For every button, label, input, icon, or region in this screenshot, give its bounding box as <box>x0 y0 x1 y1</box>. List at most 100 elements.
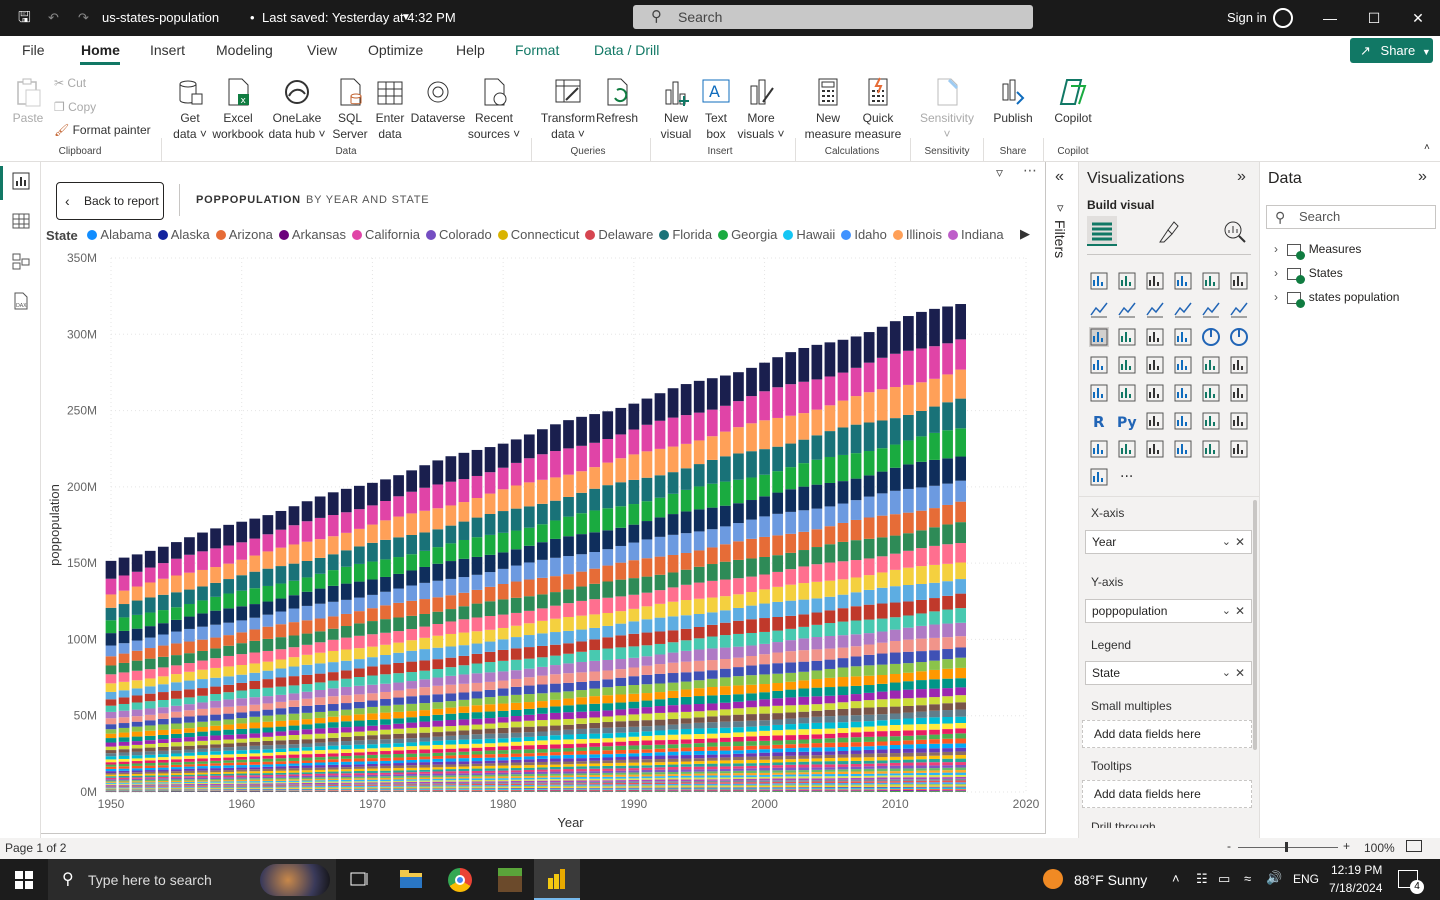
taskbar-search[interactable]: ⚲ Type here to search <box>48 859 336 900</box>
pie-chart-icon[interactable] <box>1201 327 1221 347</box>
y-axis-field-well[interactable]: poppopulation ⌄ ✕ <box>1085 599 1252 623</box>
wifi-icon[interactable]: ≈ <box>1244 871 1252 886</box>
collapse-ribbon-icon[interactable]: ˄ <box>1424 142 1430 153</box>
x-axis-field-well[interactable]: Year ⌄ ✕ <box>1085 530 1252 554</box>
legend-item[interactable]: Indiana <box>948 227 1004 242</box>
scrollbar[interactable] <box>1253 500 1257 750</box>
menu-insert[interactable]: Insert <box>150 42 186 58</box>
legend-item[interactable]: Alaska <box>157 227 210 242</box>
more-visuals-icon[interactable]: ··· <box>1117 467 1137 487</box>
excel-workbook-button[interactable]: x Excel workbook <box>212 76 264 142</box>
gauge-icon[interactable] <box>1229 355 1249 375</box>
legend-item[interactable]: Illinois <box>892 227 942 242</box>
legend-field-well[interactable]: State ⌄ ✕ <box>1085 661 1252 685</box>
get-more-visuals-icon[interactable] <box>1229 439 1249 459</box>
100-stacked-column-chart-icon[interactable] <box>1229 271 1249 291</box>
get-data-button[interactable]: Get data ˅ <box>170 76 210 142</box>
new-card-icon[interactable] <box>1201 439 1221 459</box>
onelake-data-hub-button[interactable]: OneLake data hub ˅ <box>266 76 328 142</box>
cut-button[interactable]: ✂ Cut <box>54 76 87 90</box>
line-chart-icon[interactable] <box>1089 299 1109 319</box>
collapse-pane-icon[interactable]: » <box>1418 168 1427 185</box>
paginated-report-icon[interactable] <box>1117 439 1137 459</box>
weather-text[interactable]: 88°F Sunny <box>1074 872 1148 888</box>
back-to-report-button[interactable]: ‹ Back to report <box>56 182 164 220</box>
account-icon[interactable] <box>1273 8 1293 28</box>
r-visual-icon[interactable]: R <box>1089 411 1109 431</box>
kpi-icon[interactable] <box>1145 383 1165 403</box>
treemap-icon[interactable] <box>1089 355 1109 375</box>
zoom-slider-thumb[interactable] <box>1285 842 1288 852</box>
refresh-button[interactable]: Refresh <box>596 76 638 126</box>
legend-next-arrow-icon[interactable]: ▶ <box>1020 226 1030 241</box>
key-influencers-icon[interactable] <box>1145 411 1165 431</box>
menu-format[interactable]: Format <box>515 42 560 58</box>
copy-button[interactable]: ❐ Copy <box>54 100 97 114</box>
undo-icon[interactable]: ↶ <box>48 10 59 25</box>
redo-icon[interactable]: ↷ <box>78 10 89 25</box>
line-and-clustered-column-icon[interactable] <box>1229 299 1249 319</box>
more-options-icon[interactable]: ⋯ <box>1023 162 1037 178</box>
matrix-icon[interactable] <box>1229 383 1249 403</box>
table-states[interactable]: › States <box>1274 266 1343 284</box>
filled-map-icon[interactable] <box>1145 355 1165 375</box>
new-visual-button[interactable]: New visual <box>656 76 696 142</box>
search-box[interactable]: ⚲ Search <box>633 5 1033 29</box>
filter-icon[interactable]: ▿ <box>996 164 1004 180</box>
notifications-icon[interactable]: 4 <box>1398 870 1424 894</box>
legend-item[interactable]: Colorado <box>425 227 492 242</box>
enter-data-button[interactable]: Enter data <box>372 76 408 142</box>
last-saved[interactable]: Last saved: Yesterday at 4:32 PM <box>262 10 456 25</box>
power-automate-icon[interactable] <box>1173 439 1193 459</box>
python-visual-icon[interactable]: Py <box>1117 411 1137 431</box>
table-states-population[interactable]: › states population <box>1274 290 1399 308</box>
legend-item[interactable]: Connecticut <box>497 227 579 242</box>
format-painter-button[interactable]: 🖌 Format painter <box>54 123 151 137</box>
shape-map-icon[interactable] <box>1173 355 1193 375</box>
tooltips-drop-zone[interactable]: Add data fields here <box>1082 780 1252 808</box>
battery-icon[interactable]: ▭ <box>1218 871 1231 886</box>
sign-in-link[interactable]: Sign in <box>1227 10 1267 25</box>
share-button[interactable]: ↗ Share ▼ <box>1350 38 1433 63</box>
card-icon[interactable] <box>1089 383 1109 403</box>
table-icon[interactable] <box>1201 383 1221 403</box>
funnel-chart-icon[interactable] <box>1145 327 1165 347</box>
report-view-icon[interactable] <box>12 172 30 190</box>
stacked-bar-chart-icon[interactable] <box>1089 271 1109 291</box>
build-visual-tab[interactable] <box>1087 216 1117 246</box>
clustered-bar-chart-icon[interactable] <box>1145 271 1165 291</box>
ribbon-chart-icon[interactable] <box>1089 327 1109 347</box>
filters-pane-collapsed[interactable]: « ▿ Filters <box>1046 162 1079 838</box>
menu-view[interactable]: View <box>307 42 338 58</box>
sun-icon[interactable] <box>1043 869 1063 889</box>
table-measures[interactable]: › Measures <box>1274 242 1361 260</box>
legend-item[interactable]: Georgia <box>718 227 777 242</box>
dax-query-view-icon[interactable]: DAX <box>12 292 30 310</box>
power-bi-taskbar-button[interactable] <box>534 859 580 900</box>
save-icon[interactable]: 🖫 <box>18 9 31 26</box>
waterfall-chart-icon[interactable] <box>1117 327 1137 347</box>
paste-button[interactable]: Paste <box>10 76 46 126</box>
fit-to-page-icon[interactable] <box>1406 840 1422 852</box>
table-view-icon[interactable] <box>12 212 30 230</box>
power-apps-icon[interactable] <box>1145 439 1165 459</box>
chevron-up-icon[interactable]: ˄ <box>1172 871 1180 886</box>
clock-date[interactable]: 7/18/2024 <box>1329 881 1383 895</box>
legend-item[interactable]: Alabama <box>87 227 152 242</box>
metrics-icon[interactable] <box>1089 439 1109 459</box>
volume-icon[interactable]: 🔊 <box>1266 870 1283 885</box>
more-visuals-button[interactable]: More visuals ˅ <box>736 76 786 142</box>
new-measure-button[interactable]: New measure <box>803 76 853 142</box>
legend-item[interactable]: Florida <box>659 227 712 242</box>
copilot-button[interactable]: Copilot <box>1050 76 1096 126</box>
clock-time[interactable]: 12:19 PM <box>1331 863 1383 877</box>
stacked-area-chart-icon[interactable] <box>1145 299 1165 319</box>
legend-item[interactable]: Idaho <box>841 227 887 242</box>
quick-measure-button[interactable]: Quick measure <box>853 76 903 142</box>
menu-home[interactable]: Home <box>81 42 120 58</box>
windows-start-icon[interactable] <box>15 871 33 889</box>
publish-button[interactable]: Publish <box>991 76 1035 126</box>
close-button[interactable]: ✕ <box>1412 9 1424 26</box>
model-view-icon[interactable] <box>12 252 30 270</box>
